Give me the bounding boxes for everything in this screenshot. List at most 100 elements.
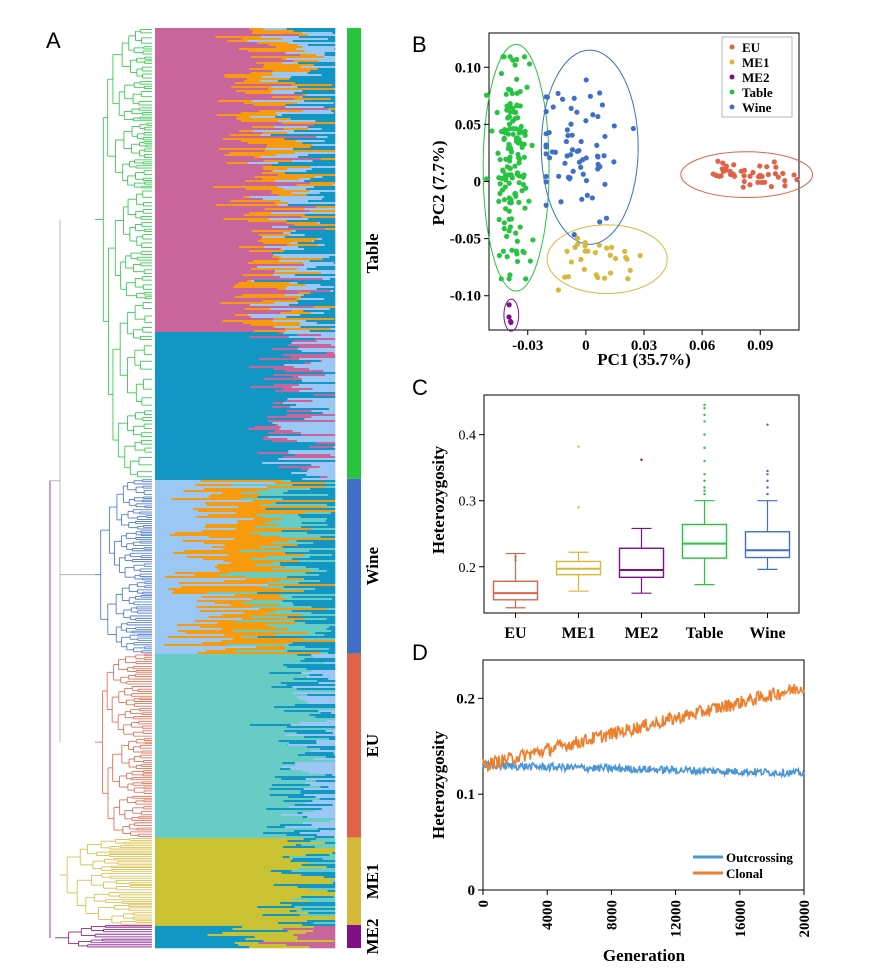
admixture-segment (306, 668, 336, 671)
admixture-segment (323, 370, 336, 373)
admixture-segment (264, 150, 336, 153)
admixture-segment (250, 72, 273, 75)
pca-point-eu (720, 160, 726, 166)
pca-point-eu (780, 170, 786, 177)
admixture-segment (270, 86, 298, 89)
pca-point-wine (543, 173, 549, 180)
admixture-segment (155, 276, 281, 279)
pca-point-eu (759, 173, 765, 179)
admixture-segment (203, 488, 269, 491)
admixture-segment (155, 880, 332, 883)
admixture-segment (155, 704, 296, 707)
admixture-segment (250, 116, 276, 119)
admixture-segment (155, 886, 298, 889)
admixture-segment (260, 156, 299, 159)
admixture-segment (320, 334, 336, 337)
pca-point-me1 (581, 266, 587, 272)
admixture-segment (274, 776, 336, 779)
pca-point-table (518, 123, 524, 130)
admixture-segment (305, 778, 336, 781)
box-elements (492, 403, 791, 609)
admixture-segment (155, 498, 172, 501)
admixture-segment (282, 456, 336, 459)
admixture-segment (330, 98, 336, 101)
admixture-segment (332, 184, 336, 187)
admixture-segment (311, 416, 336, 419)
pca-point-wine (583, 77, 589, 83)
admixture-segment (291, 610, 336, 613)
admixture-segment (319, 466, 336, 469)
admixture-segment (248, 50, 306, 53)
admixture-segment (328, 648, 336, 651)
admixture-segment (269, 788, 305, 791)
pca-point-table (524, 84, 530, 90)
pca-y-tick-label: 0.10 (455, 60, 481, 76)
admixture-segment (281, 62, 299, 65)
admixture-segment (155, 246, 240, 249)
group-label-table: Table (363, 233, 382, 273)
admixture-segment (281, 58, 287, 61)
admixture-segment (325, 520, 336, 523)
admixture-segment (264, 246, 299, 249)
admixture-segment (320, 158, 336, 161)
admixture-segment (262, 236, 286, 239)
admixture-segment (155, 860, 291, 863)
admixture-segment (329, 308, 336, 311)
admixture-segment (155, 502, 206, 505)
box-outlier (703, 433, 706, 436)
line-y-tick-label: 0.2 (456, 691, 475, 707)
admixture-segment (331, 630, 336, 633)
admixture-segment (318, 568, 336, 571)
admixture-segment (234, 314, 249, 317)
pca-point-table (500, 54, 506, 60)
admixture-segment (155, 404, 297, 407)
admixture-segment (290, 406, 336, 409)
admixture-segment (155, 606, 197, 609)
admixture-segment (325, 756, 336, 759)
pca-point-eu (715, 158, 721, 164)
admixture-segment (330, 512, 336, 515)
admixture-segment (290, 768, 336, 771)
pca-point-eu (731, 162, 737, 168)
admixture-segment (155, 772, 310, 775)
admixture-segment (155, 738, 330, 741)
admixture-segment (256, 646, 286, 649)
admixture-segment (330, 290, 334, 293)
admixture-segment (311, 670, 336, 673)
pca-point-me1 (623, 254, 629, 261)
pca-point-wine (597, 90, 603, 96)
admixture-segment (272, 568, 320, 571)
admixture-segment (155, 364, 285, 367)
admixture-segment (309, 888, 336, 891)
admixture-segment (333, 102, 336, 105)
pca-point-wine (579, 196, 585, 202)
admixture-segment (300, 314, 336, 317)
admixture-segment (155, 560, 225, 563)
admixture-segment (155, 374, 274, 377)
admixture-segment (155, 326, 274, 329)
admixture-segment (299, 722, 336, 725)
admixture-segment (155, 732, 297, 735)
pca-x-tick-label: 0.03 (631, 338, 657, 354)
admixture-segment (333, 112, 336, 115)
admixture-segment (246, 280, 252, 283)
admixture-segment (155, 342, 292, 345)
pca-ellipses (482, 43, 814, 332)
admixture-segment (155, 562, 232, 565)
pca-point-table (503, 206, 509, 212)
admixture-segment (307, 816, 336, 819)
admixture-segment (319, 652, 329, 655)
admixture-segment (282, 928, 336, 931)
pca-point-table (516, 199, 522, 205)
admixture-segment (155, 454, 296, 457)
admixture-segment (313, 542, 336, 545)
admixture-segment (155, 716, 316, 719)
admixture-segment (321, 74, 336, 77)
admixture-segment (155, 836, 315, 839)
admixture-segment (294, 152, 336, 155)
admixture-segment (293, 30, 336, 33)
admixture-segment (222, 932, 307, 935)
admixture-segment (290, 860, 336, 863)
admixture-segment (155, 392, 336, 395)
pca-point-table (505, 86, 512, 92)
